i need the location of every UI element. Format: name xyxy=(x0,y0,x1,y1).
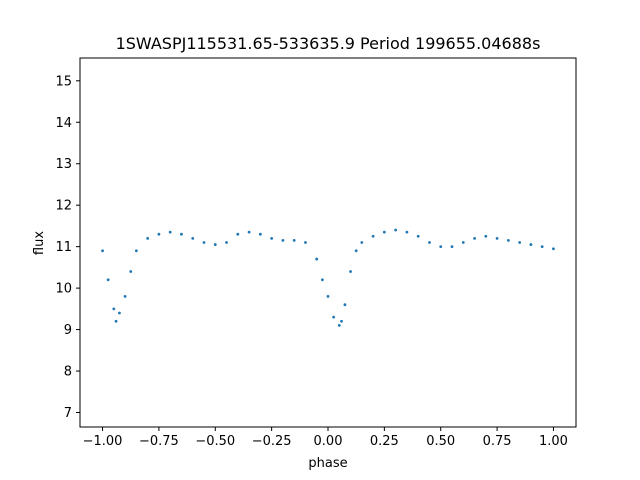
x-tick-label: 0.50 xyxy=(426,434,455,449)
data-point xyxy=(101,249,104,253)
data-point xyxy=(157,232,161,236)
data-point xyxy=(134,249,138,253)
data-point xyxy=(394,228,398,232)
data-point xyxy=(529,243,533,246)
data-point xyxy=(114,319,118,323)
x-tick-label: −1.00 xyxy=(83,434,123,449)
data-point xyxy=(439,245,443,249)
data-point xyxy=(450,245,454,249)
data-point xyxy=(247,230,251,234)
y-tick-label: 10 xyxy=(55,282,72,297)
data-point xyxy=(180,232,183,236)
data-point xyxy=(106,278,110,282)
data-point xyxy=(270,236,274,240)
y-axis: 7 8 9 10 11 12 13 14 15 xyxy=(55,74,80,421)
data-point xyxy=(416,234,420,238)
data-point xyxy=(168,230,172,234)
x-tick-label: 0.25 xyxy=(370,434,399,449)
data-point xyxy=(337,324,341,327)
x-tick-label: 0.75 xyxy=(483,434,512,449)
data-point xyxy=(118,311,121,315)
y-tick-label: 14 xyxy=(55,116,72,131)
x-axis-label: phase xyxy=(308,456,347,471)
data-point xyxy=(349,270,352,273)
data-point xyxy=(304,241,307,244)
data-point xyxy=(332,315,336,319)
x-tick-label: −0.25 xyxy=(252,434,292,449)
x-tick-label: 0.00 xyxy=(314,434,343,449)
data-point xyxy=(191,236,195,240)
data-point xyxy=(552,247,555,251)
data-point xyxy=(343,303,347,307)
y-tick-label: 7 xyxy=(64,406,72,421)
data-point xyxy=(225,241,228,244)
y-tick-label: 11 xyxy=(55,240,72,255)
data-point xyxy=(146,236,150,240)
y-tick-label: 15 xyxy=(55,74,72,89)
data-point xyxy=(540,245,544,249)
data-point xyxy=(320,278,324,282)
data-point xyxy=(123,295,127,298)
data-point xyxy=(213,243,217,246)
x-tick-label: −0.50 xyxy=(195,434,235,449)
data-point xyxy=(495,236,499,240)
y-tick-label: 12 xyxy=(55,199,72,214)
y-axis-label: flux xyxy=(32,231,47,255)
data-point xyxy=(506,239,510,242)
y-tick-label: 9 xyxy=(64,323,72,338)
data-point xyxy=(258,232,262,236)
data-point xyxy=(292,239,296,242)
data-point xyxy=(371,234,375,238)
data-point xyxy=(382,230,386,234)
data-point xyxy=(112,307,116,311)
data-point xyxy=(461,241,465,244)
x-tick-label: 1.00 xyxy=(539,434,568,449)
data-point xyxy=(202,241,206,244)
x-axis: −1.00 −0.75 −0.50 −0.25 0.00 0.25 0.50 0.75 1.00 xyxy=(83,427,568,449)
data-point xyxy=(236,232,240,236)
data-point xyxy=(405,230,409,234)
y-tick-label: 8 xyxy=(64,365,72,380)
x-tick-label: −0.75 xyxy=(139,434,179,449)
data-point xyxy=(281,239,285,242)
data-point xyxy=(428,241,431,244)
y-tick-label: 13 xyxy=(55,157,72,172)
data-point xyxy=(129,270,133,273)
data-point xyxy=(340,319,343,323)
data-point xyxy=(315,257,319,261)
chart-title: 1SWASPJ115531.65-533635.9 Period 199655.… xyxy=(116,34,541,53)
data-points xyxy=(101,228,555,327)
data-point xyxy=(473,236,476,240)
data-point xyxy=(326,295,330,298)
data-point xyxy=(518,241,522,244)
data-point xyxy=(360,241,364,244)
data-point xyxy=(484,234,488,238)
data-point xyxy=(354,249,358,253)
